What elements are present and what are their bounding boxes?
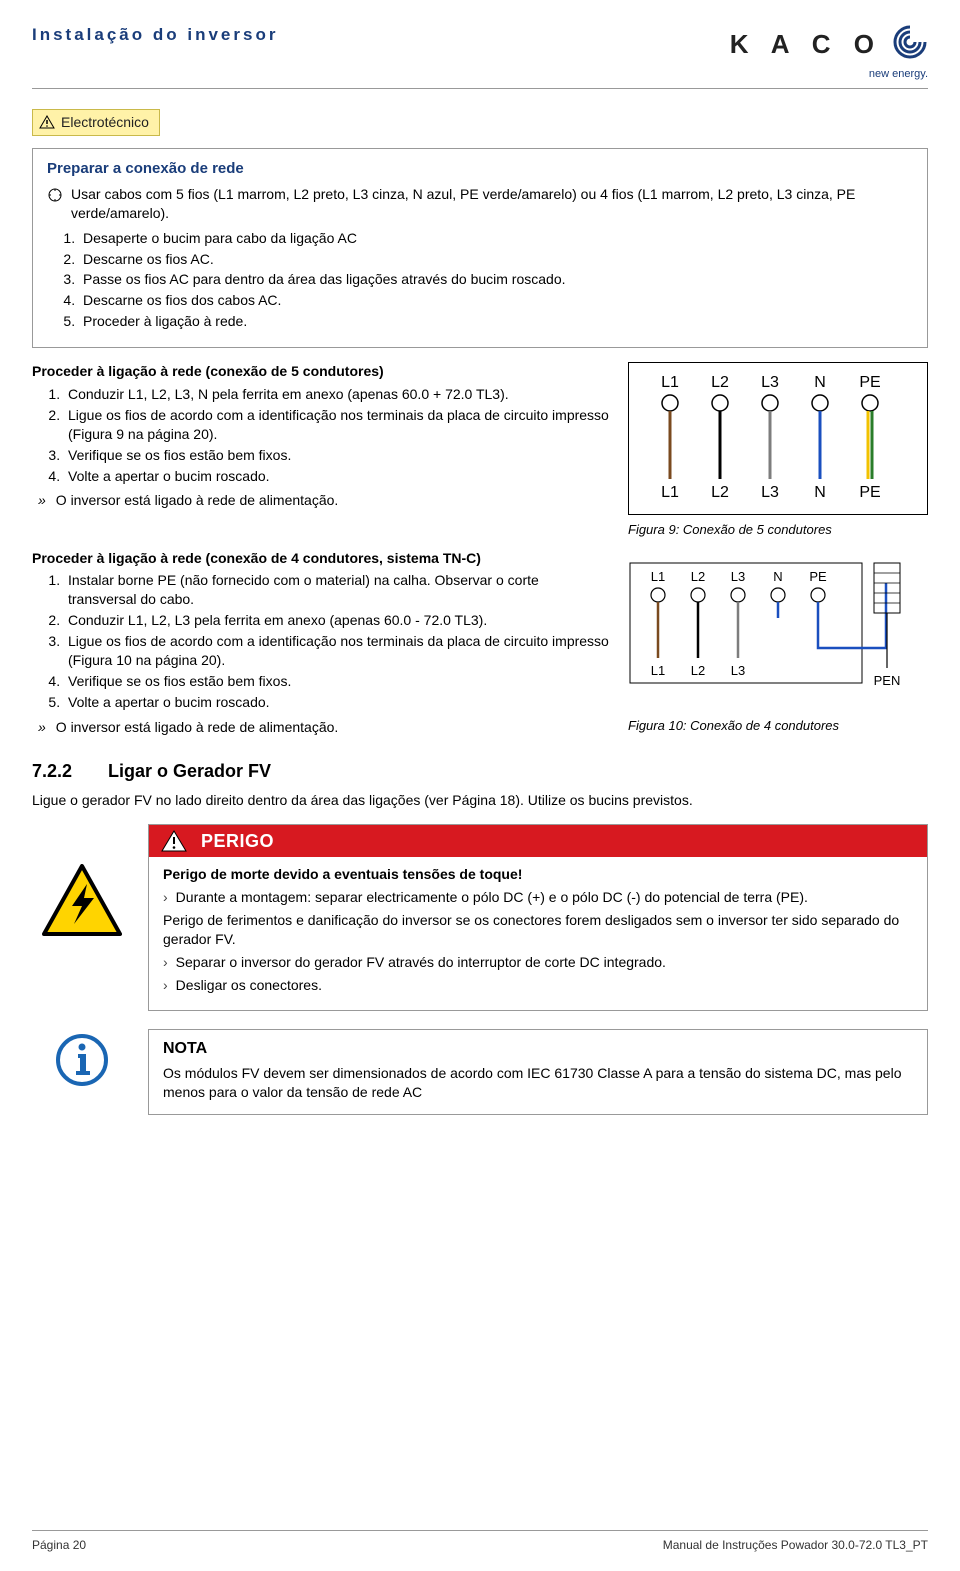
svg-text:L1: L1 [661, 374, 679, 391]
danger-header: PERIGO [149, 825, 927, 857]
sec5-steps: Conduzir L1, L2, L3, N pela ferrita em a… [32, 385, 610, 485]
diagram-4cond: L1 L2 L3 N PE L1 L2 L3 PEN [628, 549, 928, 712]
sec4-title: Proceder à ligação à rede (conexão de 4 … [32, 549, 610, 568]
list-item: Instalar borne PE (não fornecido com o m… [64, 571, 610, 609]
svg-text:L3: L3 [731, 569, 745, 584]
sec4: Proceder à ligação à rede (conexão de 4 … [32, 549, 928, 737]
section-heading: 7.2.2 Ligar o Gerador FV [32, 759, 928, 783]
svg-text:L3: L3 [731, 663, 745, 678]
svg-text:PE: PE [859, 484, 880, 501]
list-item: Descarne os fios dos cabos AC. [79, 291, 913, 310]
list-item: Verifique se os fios estão bem fixos. [64, 446, 610, 465]
role-tag: Electrotécnico [32, 109, 160, 136]
list-item: Ligue os fios de acordo com a identifica… [64, 632, 610, 670]
brand: K A C O new energy. [730, 24, 928, 82]
role-tag-label: Electrotécnico [61, 113, 149, 132]
sec5: Proceder à ligação à rede (conexão de 5 … [32, 362, 928, 538]
danger-label: PERIGO [201, 829, 274, 853]
prep-block: Preparar a conexão de rede Usar cabos co… [32, 148, 928, 348]
sec4-caption: Figura 10: Conexão de 4 condutores [628, 717, 928, 735]
list-item: Volte a apertar o bucim roscado. [64, 693, 610, 712]
hazard-icon [32, 824, 132, 936]
warning-icon [161, 830, 187, 852]
danger-block: PERIGO Perigo de morte devido a eventuai… [32, 824, 928, 1012]
page-header: Instalação do inversor K A C O new energ… [32, 24, 928, 89]
list-item: Verifique se os fios estão bem fixos. [64, 672, 610, 691]
section-title: Ligar o Gerador FV [108, 759, 271, 783]
prep-title: Preparar a conexão de rede [47, 159, 913, 179]
svg-text:PE: PE [809, 569, 827, 584]
svg-text:L2: L2 [711, 374, 729, 391]
danger-line3: Desligar os conectores. [176, 976, 322, 995]
diagram-5cond: L1 L1 L2 L2 L3 L3 N N PE PE [628, 362, 928, 515]
section-num: 7.2.2 [32, 759, 90, 783]
page-footer: Página 20 Manual de Instruções Powador 3… [32, 1530, 928, 1553]
sec4-steps: Instalar borne PE (não fornecido com o m… [32, 571, 610, 711]
list-item: Volte a apertar o bucim roscado. [64, 467, 610, 486]
svg-text:N: N [814, 484, 826, 501]
svg-text:L1: L1 [661, 484, 679, 501]
svg-text:L3: L3 [761, 374, 779, 391]
sec4-result: » O inversor está ligado à rede de alime… [32, 718, 610, 737]
tool-text: Usar cabos com 5 fios (L1 marrom, L2 pre… [71, 185, 913, 223]
svg-text:L1: L1 [651, 663, 665, 678]
footer-left: Página 20 [32, 1537, 86, 1553]
note-block: NOTA Os módulos FV devem ser dimensionad… [32, 1029, 928, 1114]
section-intro: Ligue o gerador FV no lado direito dentr… [32, 791, 928, 810]
svg-text:N: N [814, 374, 826, 391]
note-text: Os módulos FV devem ser dimensionados de… [163, 1064, 913, 1102]
page-title: Instalação do inversor [32, 24, 278, 47]
info-icon [32, 1029, 132, 1087]
warning-small-icon [39, 115, 55, 129]
svg-text:N: N [773, 569, 782, 584]
note-label: NOTA [163, 1038, 913, 1060]
sec5-caption: Figura 9: Conexão de 5 condutores [628, 521, 928, 539]
list-item: Proceder à ligação à rede. [79, 312, 913, 331]
svg-text:L2: L2 [691, 569, 705, 584]
list-item: Passe os fios AC para dentro da área das… [79, 270, 913, 289]
danger-title: Perigo de morte devido a eventuais tensõ… [163, 865, 913, 884]
sec5-result-text: O inversor está ligado à rede de aliment… [56, 491, 339, 510]
svg-text:PE: PE [859, 374, 880, 391]
prep-steps: Desaperte o bucim para cabo da ligação A… [47, 229, 913, 331]
brand-name: K A C O [730, 27, 882, 62]
list-item: Ligue os fios de acordo com a identifica… [64, 406, 610, 444]
svg-text:PEN: PEN [874, 673, 901, 688]
sec5-result: » O inversor está ligado à rede de alime… [32, 491, 610, 510]
svg-text:L3: L3 [761, 484, 779, 501]
danger-para: Perigo de ferimentos e danificação do in… [163, 911, 913, 949]
list-item: Conduzir L1, L2, L3, N pela ferrita em a… [64, 385, 610, 404]
svg-text:L1: L1 [651, 569, 665, 584]
footer-right: Manual de Instruções Powador 30.0-72.0 T… [663, 1537, 928, 1553]
tool-icon [47, 187, 63, 203]
tool-row: Usar cabos com 5 fios (L1 marrom, L2 pre… [47, 185, 913, 223]
svg-text:L2: L2 [691, 663, 705, 678]
sec5-title: Proceder à ligação à rede (conexão de 5 … [32, 362, 610, 381]
list-item: Desaperte o bucim para cabo da ligação A… [79, 229, 913, 248]
danger-line2: Separar o inversor do gerador FV através… [176, 953, 666, 972]
brand-sub: new energy. [869, 67, 928, 82]
list-item: Descarne os fios AC. [79, 250, 913, 269]
sec4-result-text: O inversor está ligado à rede de aliment… [56, 718, 339, 737]
swirl-icon [892, 24, 928, 65]
svg-text:L2: L2 [711, 484, 729, 501]
danger-line1: Durante a montagem: separar electricamen… [176, 888, 808, 907]
list-item: Conduzir L1, L2, L3 pela ferrita em anex… [64, 611, 610, 630]
